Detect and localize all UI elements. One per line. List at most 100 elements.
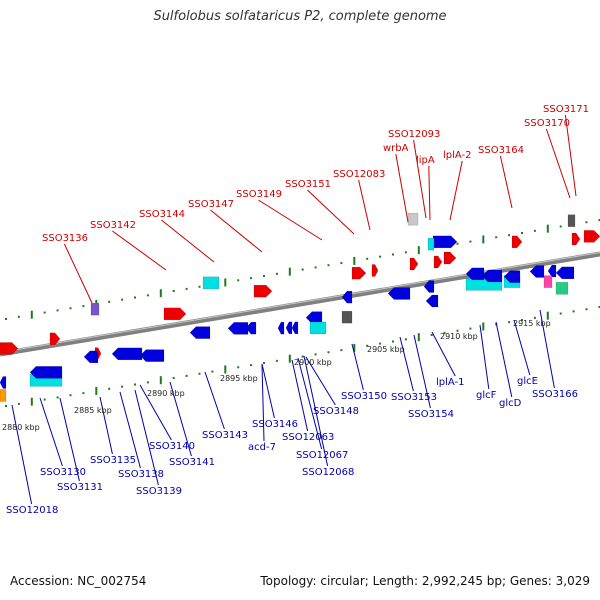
minor-tick (43, 311, 46, 314)
gene-features (0, 212, 600, 402)
reverse-leader-line (291, 359, 309, 432)
reverse-gene-label: SSO3131 (57, 482, 103, 493)
reverse-leader-line (169, 381, 192, 457)
scale-label: 2910 kbp (440, 332, 478, 341)
reverse-gene-label: SSO3139 (136, 486, 182, 497)
reverse-gene-label: SSO3143 (202, 430, 248, 441)
minor-tick (17, 315, 20, 318)
gene-arrow (427, 237, 435, 251)
minor-tick (146, 294, 149, 297)
forward-gene-label: SSO12083 (333, 169, 385, 180)
minor-tick (508, 321, 511, 324)
forward-leader-line (395, 153, 409, 223)
minor-tick (185, 374, 188, 377)
minor-tick (5, 317, 7, 320)
reverse-leader-line (139, 384, 172, 441)
gene-arrow (202, 276, 220, 290)
minor-tick (392, 340, 394, 343)
forward-gene-label: SSO12093 (388, 129, 440, 140)
reverse-gene-label: SSO3138 (118, 469, 164, 480)
genome-backbone (0, 251, 600, 357)
forward-gene-label: lplA-2 (443, 150, 472, 161)
minor-tick (340, 349, 343, 352)
minor-tick (263, 274, 265, 277)
reverse-gene-label: SSO3148 (313, 406, 359, 417)
minor-tick (521, 318, 523, 321)
reverse-leader-line (303, 355, 329, 467)
minor-tick (82, 305, 85, 308)
minor-tick (314, 353, 317, 356)
gene-arrow (425, 294, 439, 308)
gene-arrow (511, 235, 523, 249)
minor-tick (469, 240, 472, 243)
minor-tick (275, 272, 278, 275)
gene-arrow (567, 214, 576, 227)
minor-tick (121, 385, 124, 388)
minor-tick (301, 268, 304, 271)
minor-tick (366, 344, 369, 347)
reverse-gene-label: SSO3130 (40, 467, 86, 478)
minor-tick (198, 372, 201, 375)
minor-tick (250, 277, 253, 280)
reverse-leader-line (305, 356, 336, 406)
major-tick (482, 235, 485, 244)
forward-gene-label: lipA (416, 155, 435, 166)
major-tick (417, 246, 420, 255)
reverse-gene-label: SSO12063 (282, 432, 334, 443)
minor-tick (585, 221, 588, 224)
minor-tick (392, 253, 394, 256)
major-tick (546, 311, 549, 320)
major-tick (353, 256, 356, 265)
gene-arrow (529, 265, 545, 278)
forward-gene-label: SSO3164 (478, 145, 524, 156)
gene-arrow (351, 266, 367, 280)
minor-tick (456, 242, 459, 245)
gene-arrow (555, 282, 569, 295)
forward-gene-label: SSO3147 (188, 199, 234, 210)
reverse-leader-line (119, 391, 141, 469)
major-tick (546, 224, 549, 233)
gene-arrow (253, 284, 273, 298)
gene-arrow (277, 321, 285, 335)
reverse-gene-label: glcD (499, 398, 522, 409)
major-tick (30, 397, 33, 406)
reverse-gene-label: SSO3135 (90, 455, 136, 466)
major-tick (95, 386, 98, 395)
minor-tick (17, 402, 20, 405)
gene-arrow (189, 326, 211, 339)
forward-leader-line (307, 189, 355, 235)
minor-tick (314, 266, 317, 269)
minor-tick (172, 290, 175, 293)
reverse-gene-label: SSO12067 (296, 450, 348, 461)
gene-arrow (139, 349, 165, 362)
gene-arrow (341, 310, 353, 324)
minor-tick (533, 229, 536, 232)
reverse-leader-line (513, 319, 531, 376)
minor-tick (508, 234, 511, 237)
minor-tick (56, 396, 59, 399)
forward-leader-line (564, 114, 577, 197)
gene-arrow (90, 302, 100, 316)
minor-tick (456, 329, 459, 332)
major-tick (482, 322, 485, 331)
minor-tick (469, 327, 472, 330)
minor-tick (56, 309, 59, 312)
reverse-gene-label: SSO3166 (532, 389, 578, 400)
gene-arrow (547, 264, 557, 278)
gene-arrow (83, 350, 99, 364)
reverse-gene-label: SSO3140 (149, 441, 195, 452)
major-tick (224, 365, 227, 374)
reverse-leader-line (99, 396, 113, 455)
minor-tick (237, 279, 240, 282)
gene-arrow (465, 267, 485, 281)
minor-tick (134, 383, 136, 386)
gene-arrow (409, 257, 419, 271)
reverse-leader-line (479, 324, 490, 390)
accession-text: Accession: NC_002754 (10, 574, 147, 588)
gene-arrow (555, 266, 575, 280)
minor-tick (572, 310, 575, 313)
gene-arrow (309, 321, 327, 335)
reverse-leader-line (134, 389, 159, 486)
reverse-leader-line (495, 321, 513, 398)
